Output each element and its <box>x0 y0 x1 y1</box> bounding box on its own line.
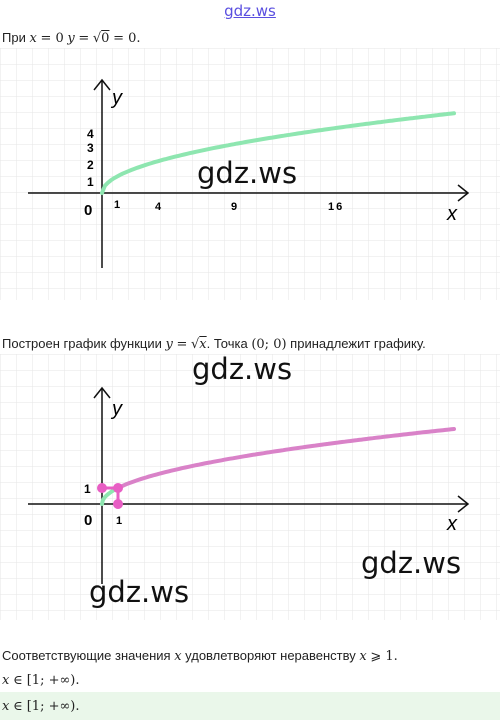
graph-sqrt-inequality: y x 0 1 1 gdz.ws gdz.ws gdz.ws <box>0 354 500 620</box>
line-2: Построен график функции y = √x. Точка (0… <box>2 336 426 352</box>
x-tick-label: 1 <box>116 515 122 527</box>
y-tick-label: 1 <box>87 175 94 189</box>
answer-band <box>0 692 500 720</box>
answer-line: x ∈ [1; +∞). <box>2 699 80 714</box>
y-axis-arrow <box>93 78 111 91</box>
watermark: gdz.ws <box>361 546 461 580</box>
x-axis-arrow <box>457 184 470 202</box>
y-tick-label: 2 <box>87 158 94 172</box>
x-tick-label: 1 <box>114 199 120 211</box>
line-4: x ∈ [1; +∞). <box>2 673 80 688</box>
graph-sqrt-function: y x 0 1 2 3 4 1 4 9 16 gdz.ws <box>0 48 500 300</box>
sqrt-curve <box>100 111 456 195</box>
watermark: gdz.ws <box>192 354 292 386</box>
y-axis-arrow <box>93 386 111 399</box>
origin-label: 0 <box>84 512 92 529</box>
y-tick-label: 1 <box>84 482 91 496</box>
sqrt-curve-highlight <box>116 427 456 490</box>
x-tick-label: 16 <box>328 201 344 213</box>
x-tick-label: 9 <box>231 201 237 213</box>
sqrt-expression: √0 <box>92 31 110 46</box>
x-tick-label: 4 <box>155 201 162 213</box>
watermark: gdz.ws <box>197 156 297 190</box>
point-y1 <box>97 483 107 493</box>
line-3: Соответствующие значения x удовлетворяют… <box>2 648 398 664</box>
y-axis-label: y <box>110 398 123 420</box>
x-axis-label: x <box>446 513 458 535</box>
x-axis-label: x <box>446 203 458 225</box>
grid <box>0 48 500 300</box>
origin-label: 0 <box>84 202 92 219</box>
y-tick-label: 4 <box>87 127 94 141</box>
point-1-1 <box>113 483 123 493</box>
sqrt-expression: √x <box>191 337 207 352</box>
y-axis-label: y <box>110 87 123 109</box>
site-link[interactable]: gdz.ws <box>224 2 276 20</box>
grid <box>0 354 500 620</box>
x-axis-arrow <box>457 495 470 513</box>
point-x1 <box>113 499 123 509</box>
watermark: gdz.ws <box>89 575 189 609</box>
line-1: При x = 0 y = √0 = 0. <box>2 30 141 46</box>
y-tick-label: 3 <box>87 141 94 155</box>
